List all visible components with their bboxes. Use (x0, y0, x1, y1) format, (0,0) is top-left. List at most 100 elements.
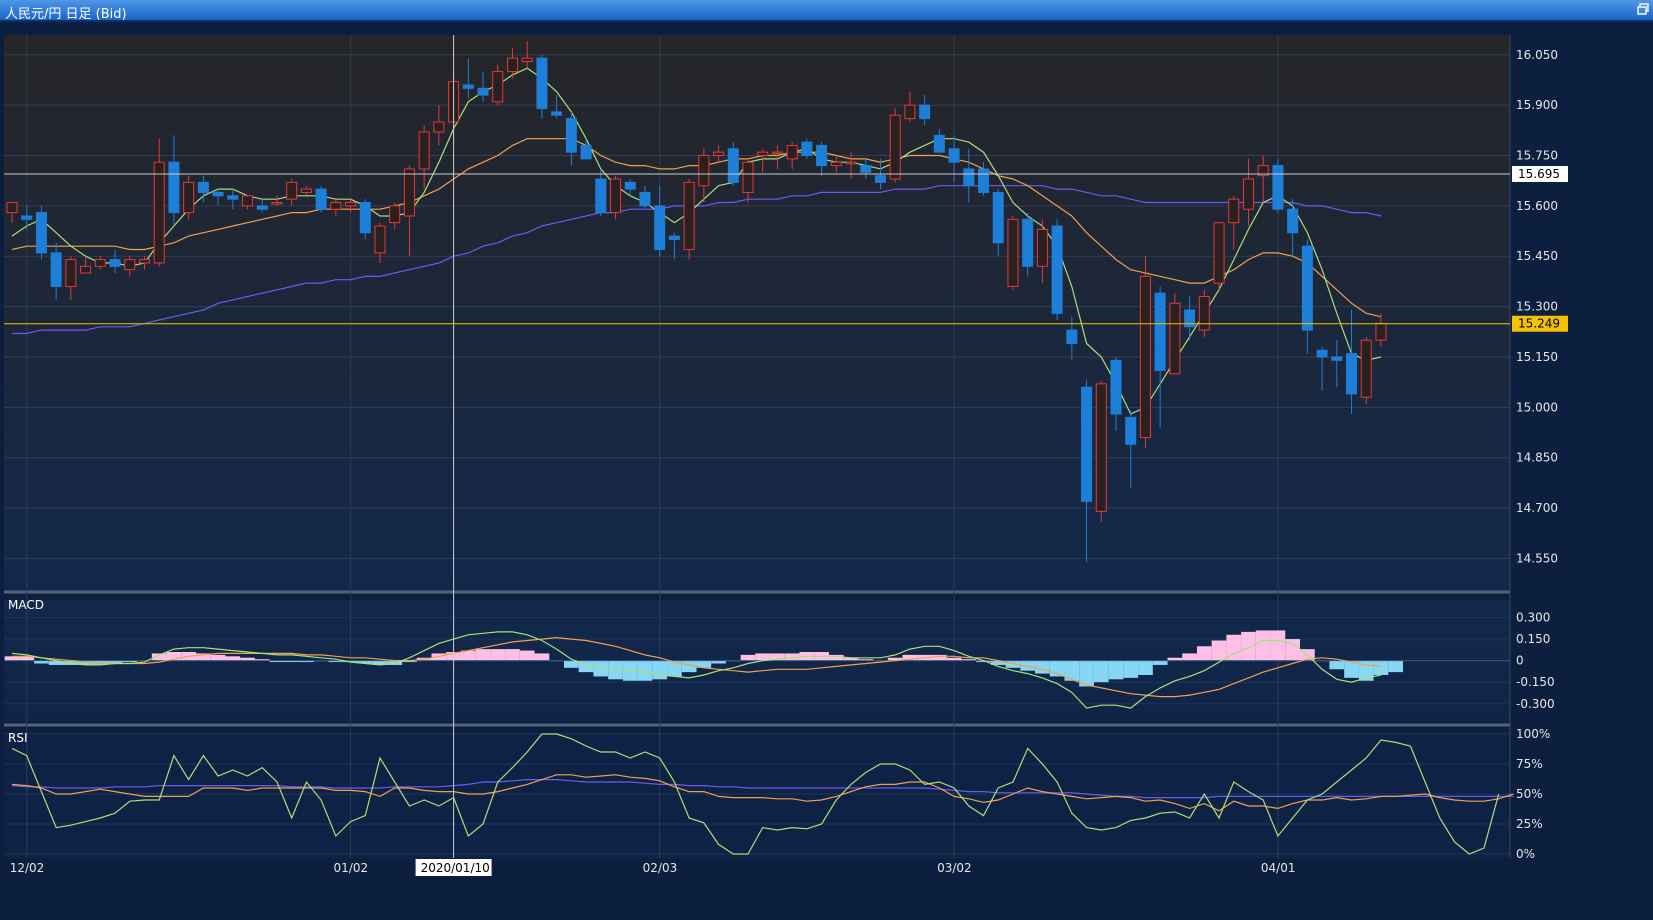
candle-body (433, 121, 445, 133)
candle-down (933, 128, 945, 153)
restore-window-icon[interactable] (1636, 3, 1650, 17)
chart-area[interactable]: 15.695 15.249 2020/01/10 16.050 15.900 15.75… (0, 24, 1653, 920)
candle-up (330, 199, 342, 216)
macd-tick-label: -0.150 (1516, 675, 1555, 689)
candle-up (65, 256, 77, 300)
macd-histogram-bar (225, 656, 241, 661)
macd-histogram-bar (887, 657, 903, 661)
macd-histogram-bar (1064, 660, 1080, 681)
candle-body (786, 144, 798, 160)
grid (4, 35, 1510, 858)
candle-down (727, 142, 739, 186)
candle-body (330, 202, 342, 210)
candle-body (256, 205, 268, 210)
price-tick-label: 14.850 (1516, 451, 1558, 465)
macd-histogram-bar (1079, 660, 1094, 687)
rsi-tick-label: 50% (1516, 787, 1543, 801)
macd-histogram-bar (505, 649, 520, 661)
macd-histogram-bar (534, 653, 550, 661)
candle-down (21, 205, 33, 230)
candle-body (300, 188, 312, 193)
macd-signal-line (12, 636, 1382, 698)
macd-histogram-bar (1270, 630, 1286, 661)
candle-body (565, 118, 577, 153)
candle-up (345, 199, 357, 213)
price-tick-label: 15.900 (1516, 98, 1558, 112)
candle-down (1184, 296, 1196, 341)
candle-body (1139, 275, 1151, 439)
candle-body (713, 151, 725, 157)
reference-lines: 15.695 15.249 2020/01/10 (4, 35, 1568, 876)
date-tick-label: 01/02 (334, 861, 369, 875)
candle-body (403, 168, 415, 217)
candle-up (698, 148, 710, 203)
candle-down (948, 135, 960, 183)
macd-histogram-bar (843, 657, 859, 661)
macd-histogram-bar (1329, 660, 1345, 670)
candle-up (300, 185, 312, 196)
candle-body (860, 165, 872, 173)
candle-up (271, 195, 283, 206)
crosshair-price-box (1512, 165, 1568, 182)
candle-body (521, 57, 533, 63)
macd-histogram-bar (1005, 660, 1021, 668)
macd-histogram-bar (1255, 630, 1271, 661)
candle-up (80, 256, 92, 274)
candle-body (1346, 353, 1358, 395)
candle-up (6, 202, 18, 223)
candle-up (506, 48, 518, 79)
price-tick-label: 16.050 (1516, 48, 1558, 62)
macd-histogram-bar (1167, 657, 1183, 661)
macd-histogram-bar (858, 659, 874, 661)
macd-histogram-bar (1211, 640, 1227, 661)
candle-down (1287, 199, 1299, 257)
macd-histogram-bar (254, 659, 270, 661)
date-tick-label: 03/02 (937, 861, 972, 875)
candle-down (197, 175, 209, 203)
rsi-mid-line (11, 774, 1514, 812)
macd-histogram-bar (696, 660, 712, 668)
candle-body (1066, 329, 1078, 345)
candle-body (506, 57, 518, 73)
candle-up (1169, 293, 1181, 375)
macd-histogram-bar (1182, 653, 1197, 661)
macd-histogram-bar (755, 653, 771, 661)
candle-down (462, 58, 474, 99)
macd-histogram-bar (1285, 639, 1300, 661)
macd-histogram-bar (1344, 660, 1359, 678)
candle-down (801, 138, 813, 159)
candle-down (315, 185, 327, 213)
candle-body (1360, 339, 1372, 398)
macd-histogram-bar (78, 660, 93, 665)
candle-body (153, 161, 165, 264)
candle-body (109, 259, 121, 267)
price-tick-label: 15.150 (1516, 350, 1558, 364)
macd-histogram-bar (63, 660, 79, 665)
candle-body (1007, 218, 1019, 287)
candle-body (124, 259, 136, 271)
macd-histogram-bar (210, 654, 226, 661)
candle-body (889, 114, 901, 180)
macd-histogram-bar (460, 650, 476, 661)
candle-body (933, 134, 945, 153)
macd-histogram-bar (343, 660, 358, 663)
macd-histogram-bar (490, 649, 506, 661)
macd-histogram-bar (1152, 660, 1168, 665)
candle-up (830, 155, 842, 173)
candle-body (1272, 165, 1284, 210)
price-tick-label: 14.550 (1516, 551, 1558, 565)
macd-histogram-bar (475, 649, 491, 661)
candle-body (801, 141, 813, 157)
candle-up (1198, 289, 1210, 337)
candle-up (1139, 256, 1151, 448)
candle-up (153, 138, 165, 267)
date-tick-label: 04/01 (1261, 861, 1296, 875)
macd-histogram-bar (770, 653, 785, 661)
macd-histogram-bar (578, 660, 594, 673)
candle-down (1316, 346, 1328, 391)
candle-down (227, 189, 239, 210)
candlesticks (6, 41, 1387, 562)
candle-up (389, 202, 401, 230)
candle-down (256, 199, 268, 213)
candle-body (1301, 245, 1313, 331)
